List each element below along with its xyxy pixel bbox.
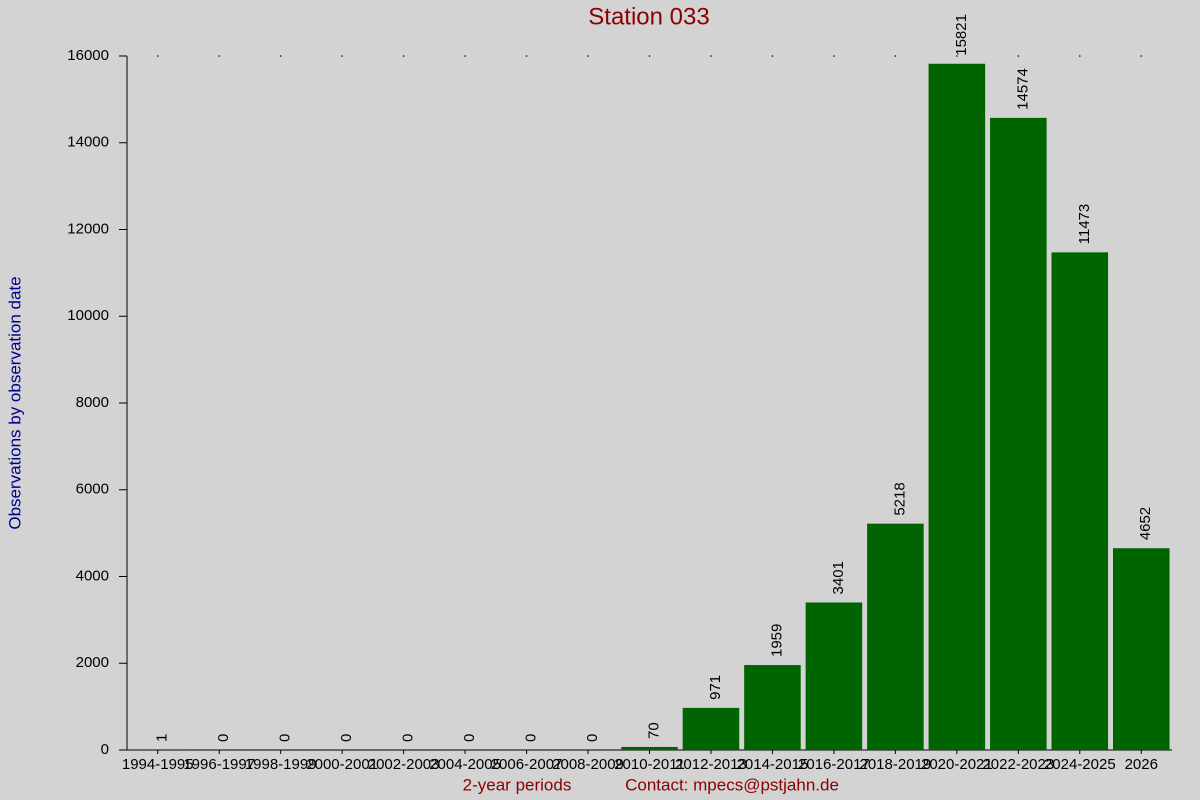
data-label: 70 — [645, 722, 662, 739]
top-dot — [956, 55, 958, 57]
top-dot — [218, 55, 221, 57]
y-axis-label: Observations by observation date — [5, 276, 24, 529]
data-label: 11473 — [1076, 204, 1093, 245]
x-tick-label: 2008-2009 — [552, 756, 624, 773]
bar — [621, 746, 678, 750]
y-tick-label: 16000 — [67, 47, 109, 64]
y-tick-label: 4000 — [76, 567, 109, 584]
bar — [744, 665, 801, 750]
bar — [990, 117, 1047, 750]
x-tick-label: 2010-2011 — [614, 756, 685, 773]
x-tick-label: 2004-2005 — [429, 756, 501, 773]
top-dot — [402, 55, 405, 57]
y-tick-label: 10000 — [67, 307, 109, 324]
x-tick-label: 1994-1995 — [122, 756, 194, 773]
data-label: 15821 — [953, 14, 970, 56]
data-label: 1959 — [768, 624, 785, 657]
data-label: 0 — [523, 734, 540, 742]
x-tick-label: 2014-2015 — [737, 756, 809, 773]
data-label: 5218 — [891, 482, 908, 515]
data-label: 0 — [461, 734, 478, 742]
top-dot — [1017, 55, 1020, 57]
x-tick-label: 2002-2003 — [368, 756, 440, 773]
x-tick-label: 1998-1999 — [245, 756, 317, 773]
x-tick-label: 2006-2007 — [491, 756, 563, 773]
bar — [928, 63, 986, 751]
y-tick-label: 8000 — [76, 394, 109, 411]
top-dot — [894, 55, 897, 57]
y-tick-label: 0 — [101, 741, 109, 758]
top-dot — [1078, 55, 1081, 57]
top-dot — [771, 55, 774, 57]
data-label: 971 — [707, 675, 724, 700]
top-dot — [833, 55, 835, 57]
x-tick-label: 2018-2019 — [860, 756, 932, 773]
data-label: 0 — [584, 734, 601, 742]
top-dot — [648, 55, 651, 57]
top-dot — [341, 55, 343, 57]
top-dot — [279, 55, 282, 57]
data-label: 0 — [277, 734, 294, 742]
data-label: 0 — [215, 734, 232, 742]
bar — [1051, 252, 1109, 750]
bar — [805, 602, 863, 750]
bar — [1112, 548, 1170, 750]
bar — [682, 707, 740, 750]
bar — [867, 523, 924, 750]
x-tick-label: 2016-2017 — [798, 756, 870, 773]
y-tick-label: 6000 — [76, 481, 109, 498]
data-label: 0 — [400, 734, 417, 742]
x-tick-label: 2020-2021 — [921, 756, 993, 773]
footer: Contact: mpecs@pstjahn.de — [625, 775, 839, 794]
top-dot — [587, 55, 589, 57]
data-label: 14574 — [1014, 68, 1031, 110]
data-label: 4652 — [1137, 507, 1154, 540]
x-tick-label: 2012-2013 — [675, 756, 747, 773]
x-tick-label: 2024-2025 — [1044, 756, 1116, 773]
top-dot — [710, 55, 712, 57]
x-axis-label: 2-year periods — [463, 775, 572, 794]
y-tick-label: 12000 — [67, 220, 109, 237]
top-dot — [464, 55, 466, 57]
data-label: 1 — [154, 734, 171, 742]
top-dot — [1140, 55, 1143, 57]
y-tick-label: 2000 — [76, 654, 109, 671]
x-tick-label: 2026 — [1125, 756, 1158, 773]
top-dot — [156, 55, 159, 57]
chart-title: Station 033 — [588, 3, 709, 30]
top-dot — [525, 55, 528, 57]
y-tick-label: 14000 — [67, 134, 109, 151]
x-tick-label: 2000-2001 — [306, 756, 378, 773]
x-tick-label: 2022-2023 — [982, 756, 1054, 773]
data-label: 0 — [338, 734, 355, 742]
data-label: 3401 — [830, 561, 847, 594]
x-tick-label: 1996-1997 — [183, 756, 255, 773]
